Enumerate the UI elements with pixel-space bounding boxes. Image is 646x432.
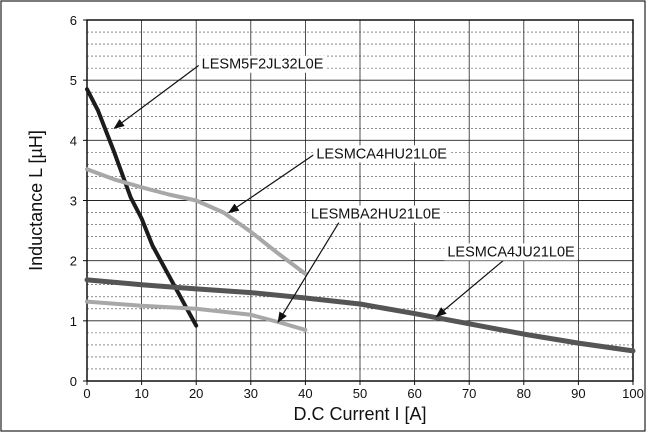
annotation-arrow [228, 153, 315, 214]
series-lines [84, 87, 636, 354]
series-label-background [313, 145, 450, 163]
y-axis-title: Inductance L [µH] [26, 130, 46, 271]
x-tick-label: 90 [571, 386, 585, 401]
y-tick-label: 2 [70, 254, 77, 269]
x-tick-label: 0 [83, 386, 90, 401]
y-tick-label: 1 [70, 314, 77, 329]
series-label-lesmca4ju21l0e: LESMCA4JU21L0E [447, 244, 575, 260]
series-line-lesmba2hu21l0e [85, 299, 308, 332]
y-tick-label: 4 [70, 133, 77, 148]
y-tick-label: 6 [70, 13, 77, 28]
x-tick-label: 20 [189, 386, 203, 401]
grid [87, 20, 633, 381]
x-tick-label: 40 [298, 386, 312, 401]
series-label-background [307, 205, 444, 223]
annotation-arrow [435, 259, 504, 318]
series-label-lesm5f2jl32l0e: LESM5F2JL32L0E [202, 57, 324, 73]
series-label-background [444, 243, 578, 261]
series-line-lesmca4hu21l0e [85, 167, 308, 276]
series-annotations: LESM5F2JL32L0E LESMCA4HU21L0E LESMBA2HU21L… [113, 55, 578, 323]
annotation-arrow [277, 222, 340, 323]
x-tick-label: 70 [462, 386, 476, 401]
x-tick-label: 10 [134, 386, 148, 401]
y-tick-label: 3 [70, 194, 77, 209]
annotation-arrow [113, 64, 201, 129]
y-tick-label: 0 [70, 374, 77, 389]
y-axis-ticks: 0 1 2 3 4 5 6 [70, 13, 87, 389]
x-tick-label: 100 [622, 386, 644, 401]
series-label-lesmba2hu21l0e: LESMBA2HU21L0E [311, 207, 441, 223]
series-line-lesm5f2jl32l0e [85, 87, 199, 328]
x-axis-title: D.C Current I [A] [293, 404, 426, 424]
y-tick-label: 5 [70, 73, 77, 88]
series-label-background [198, 55, 327, 73]
x-axis-ticks: 0 10 20 30 40 50 60 70 80 90 100 [83, 381, 644, 401]
x-tick-label: 80 [517, 386, 531, 401]
x-tick-label: 60 [407, 386, 421, 401]
x-tick-label: 50 [353, 386, 367, 401]
series-line-lesmca4ju21l0e [84, 277, 636, 354]
x-tick-label: 30 [244, 386, 258, 401]
series-label-lesmca4hu21l0e: LESMCA4HU21L0E [316, 146, 447, 162]
